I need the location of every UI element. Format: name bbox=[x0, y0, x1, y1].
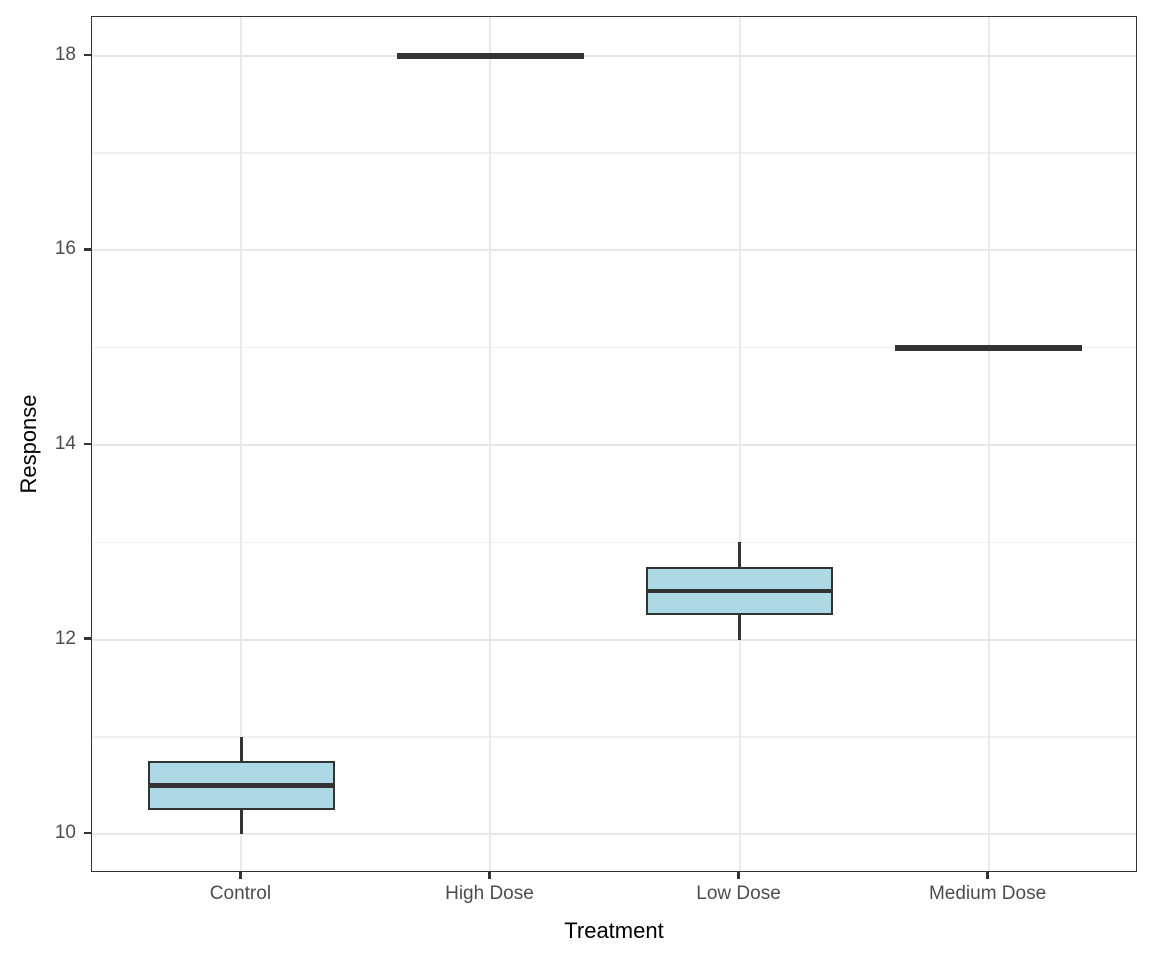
boxplot-high-dose-flat-line bbox=[397, 52, 584, 59]
gridline-x-control bbox=[240, 17, 243, 871]
gridline-major-y14 bbox=[92, 444, 1136, 446]
y-tick-label-10: 10 bbox=[54, 822, 76, 844]
y-tick-label-18: 18 bbox=[54, 43, 76, 65]
y-tick-mark-14 bbox=[84, 442, 91, 446]
x-axis-title: Treatment bbox=[564, 918, 664, 943]
y-tick-mark-16 bbox=[84, 248, 91, 251]
boxplot-control-median bbox=[148, 783, 335, 788]
y-tick-label-16: 16 bbox=[54, 238, 76, 260]
gridline-minor-y13 bbox=[92, 541, 1136, 544]
y-tick-mark-10 bbox=[84, 831, 91, 835]
gridline-major-y18 bbox=[92, 54, 1136, 57]
y-tick-mark-18 bbox=[84, 53, 91, 57]
x-tick-label-high-dose: High Dose bbox=[445, 883, 534, 904]
gridline-x-medium-dose bbox=[987, 17, 990, 871]
x-tick-mark-control bbox=[239, 872, 242, 879]
gridline-major-y10 bbox=[92, 833, 1136, 836]
gridline-x-low-dose bbox=[738, 17, 741, 871]
boxplot-low-dose-median bbox=[646, 588, 833, 594]
gridline-major-y16 bbox=[92, 249, 1136, 252]
x-tick-label-medium-dose: Medium Dose bbox=[928, 883, 1047, 904]
y-tick-label-12: 12 bbox=[54, 627, 76, 649]
boxplot-medium-dose-flat-line bbox=[895, 344, 1082, 351]
y-tick-mark-12 bbox=[84, 637, 91, 640]
x-tick-mark-low-dose bbox=[737, 872, 740, 879]
x-tick-label-low-dose: Low Dose bbox=[696, 883, 781, 904]
plot-panel bbox=[91, 16, 1137, 872]
gridline-minor-y17 bbox=[92, 152, 1136, 154]
gridline-minor-y15 bbox=[92, 346, 1136, 349]
gridline-x-high-dose bbox=[489, 17, 492, 871]
x-tick-mark-medium-dose bbox=[986, 872, 989, 879]
gridline-major-y12 bbox=[92, 638, 1136, 641]
gridline-minor-y11 bbox=[92, 736, 1136, 738]
x-tick-label-control: Control bbox=[209, 883, 272, 904]
x-tick-mark-high-dose bbox=[488, 872, 491, 879]
y-tick-label-14: 14 bbox=[54, 433, 76, 454]
